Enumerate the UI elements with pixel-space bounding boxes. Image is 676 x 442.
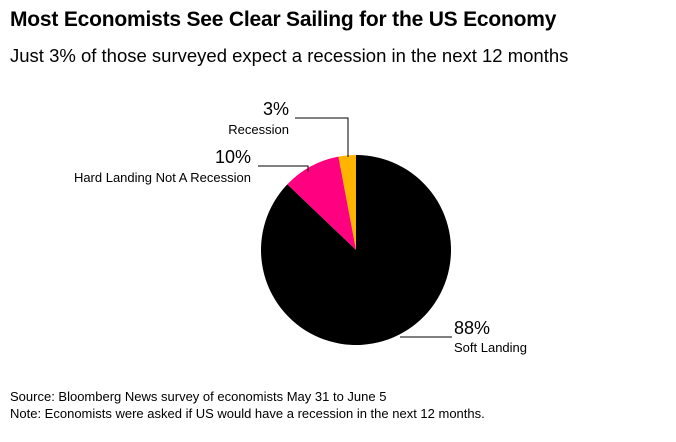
- chart-subtitle: Just 3% of those surveyed expect a reces…: [10, 45, 569, 66]
- soft-landing-slice: [261, 154, 452, 346]
- soft-landing-label: Soft Landing: [454, 340, 527, 355]
- recession-label: Recession: [228, 122, 289, 137]
- hard-landing-leader-line: [258, 165, 309, 172]
- soft-landing-value-label: 88%: [454, 318, 490, 338]
- hard-landing-label: Hard Landing Not A Recession: [74, 170, 251, 185]
- chart-title: Most Economists See Clear Sailing for th…: [10, 8, 557, 31]
- leader-lines: [258, 117, 452, 338]
- hard-landing-value-label: 10%: [215, 147, 251, 167]
- slice-labels: 3% Recession 10% Hard Landing Not A Rece…: [74, 99, 527, 355]
- pie-slices: [261, 154, 452, 346]
- recession-leader-line: [295, 117, 349, 157]
- source-note: Source: Bloomberg News survey of economi…: [10, 389, 387, 404]
- recession-value-label: 3%: [263, 99, 289, 119]
- recession-slice: [338, 155, 356, 250]
- hard-landing-slice: [287, 156, 356, 250]
- footnote: Note: Economists were asked if US would …: [10, 406, 485, 421]
